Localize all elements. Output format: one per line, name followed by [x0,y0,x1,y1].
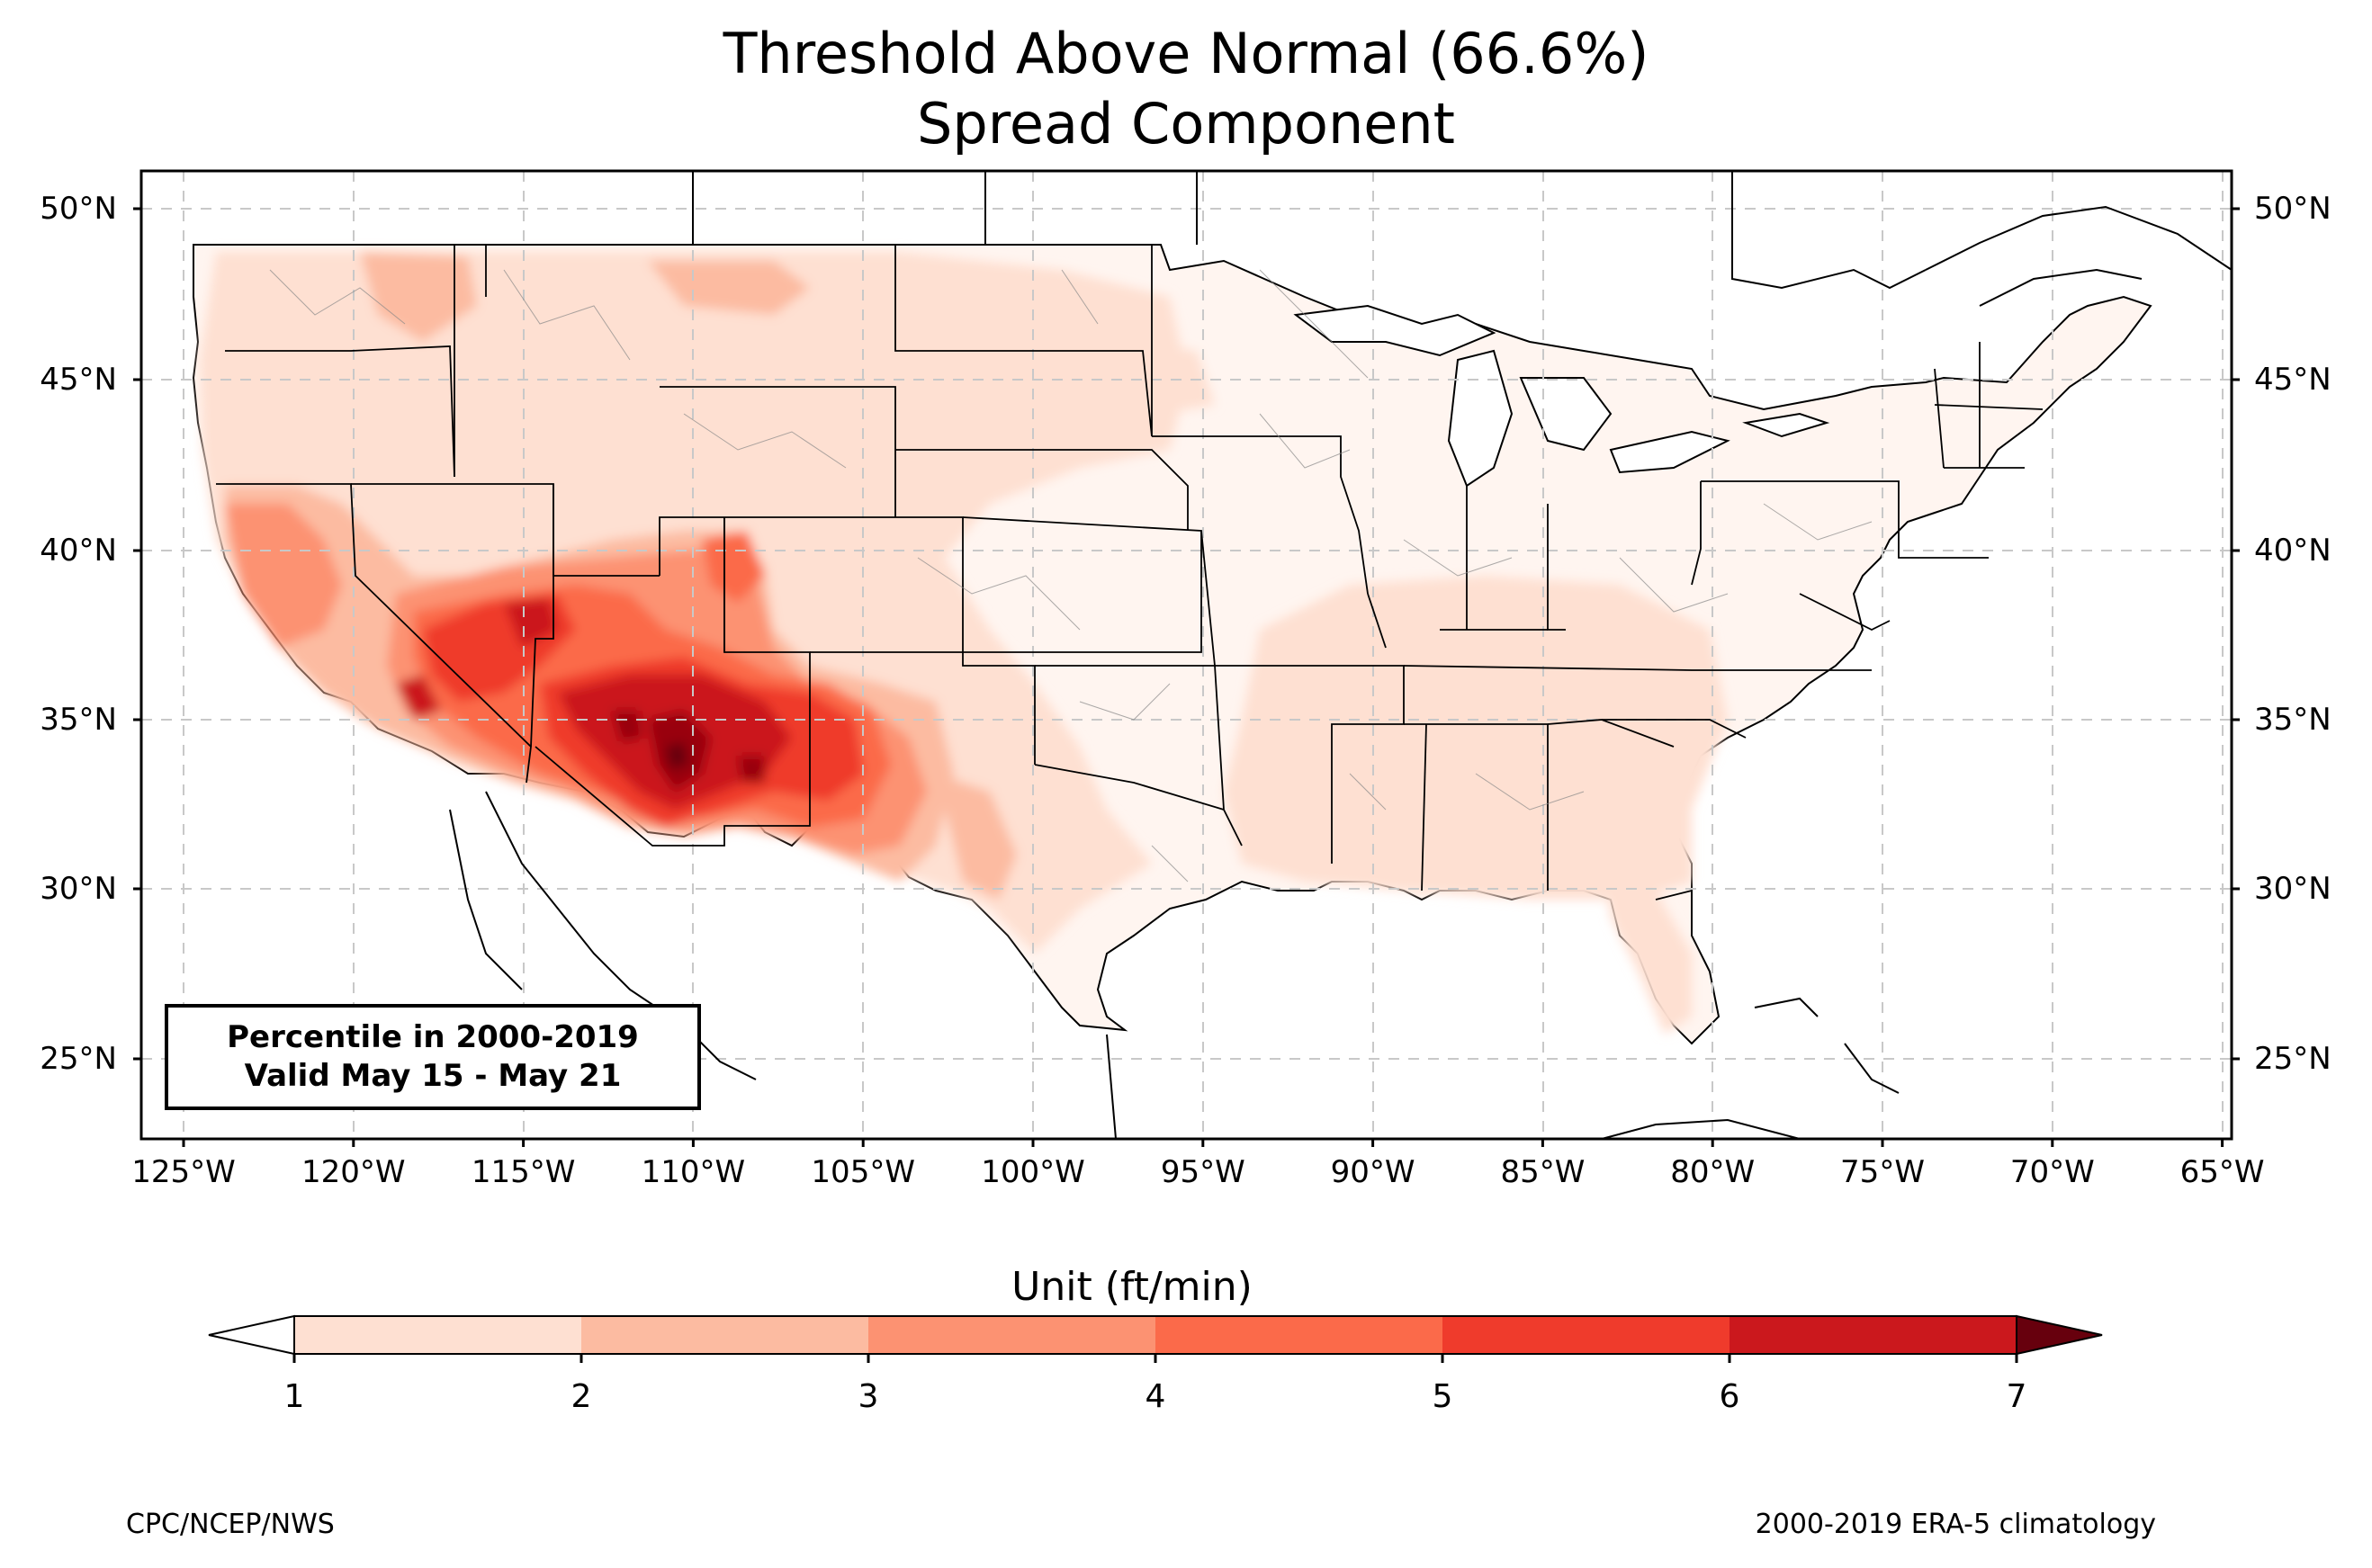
colorbar-segment [581,1316,868,1354]
colorbar-segment [294,1316,581,1354]
colorbar-tick-label: 7 [2006,1378,2027,1415]
lat-label-right: 40°N [2254,533,2332,569]
colorbar-tick-label: 5 [1432,1378,1453,1415]
info-line2: Valid May 15 - May 21 [244,1058,622,1094]
info-line1: Percentile in 2000-2019 [227,1019,639,1055]
lat-label-left: 50°N [40,191,117,227]
coastlines [449,171,2232,1139]
state-boundaries [193,244,2044,900]
colorbar-tick-label: 4 [1145,1378,1166,1415]
lon-label: 115°W [471,1154,576,1190]
footer-climatology: 2000-2019 ERA-5 climatology [1755,1509,2156,1540]
colorbar-under-extension [208,1314,295,1356]
axis-ticks [133,207,2240,1061]
graticule [141,171,2232,1139]
lon-label: 80°W [1670,1154,1756,1190]
lat-label-right: 45°N [2254,362,2332,398]
colorbar-over-extension [2016,1314,2103,1356]
lon-label: 95°W [1160,1154,1245,1190]
lat-label-left: 35°N [40,702,117,738]
map-frame [139,169,2233,1141]
lon-label: 105°W [811,1154,915,1190]
lon-label: 65°W [2179,1154,2265,1190]
lat-label-right: 50°N [2254,191,2332,227]
spread-anomaly-shading [200,252,1728,1035]
colorbar-tick-label: 3 [858,1378,879,1415]
lon-label: 100°W [981,1154,1085,1190]
lon-label: 90°W [1330,1154,1415,1190]
lat-label-left: 25°N [40,1041,117,1077]
colorbar-tick-label: 2 [571,1378,592,1415]
lat-label-left: 45°N [40,362,117,398]
great-lakes [1293,304,1830,488]
colorbar-segment [868,1316,1155,1354]
lon-label: 125°W [131,1154,236,1190]
colorbar-title: Unit (ft/min) [1011,1264,1253,1310]
colorbar-segment [1730,1316,2017,1354]
lat-label-right: 35°N [2254,702,2332,738]
lon-label: 110°W [641,1154,746,1190]
lat-label-right: 30°N [2254,871,2332,907]
colorbar-segment [1155,1316,1442,1354]
colorbar [208,1314,2103,1363]
info-box: Percentile in 2000-2019 Valid May 15 - M… [165,1004,701,1110]
map-title-line1: Threshold Above Normal (66.6%) [723,21,1649,86]
lon-ticks [182,1139,2224,1147]
lon-label: 70°W [2009,1154,2095,1190]
footer-credit: CPC/NCEP/NWS [126,1509,335,1540]
lat-label-left: 40°N [40,533,117,569]
colorbar-tick-label: 1 [283,1378,305,1415]
lon-label: 75°W [1840,1154,1925,1190]
county-lines [269,269,1873,883]
lon-label: 85°W [1500,1154,1586,1190]
lat-label-left: 30°N [40,871,117,907]
colorbar-segment [1442,1316,1730,1354]
map-title-line2: Spread Component [917,91,1455,157]
lon-label: 120°W [301,1154,406,1190]
colorbar-tick-label: 6 [1719,1378,1740,1415]
lat-label-right: 25°N [2254,1041,2332,1077]
